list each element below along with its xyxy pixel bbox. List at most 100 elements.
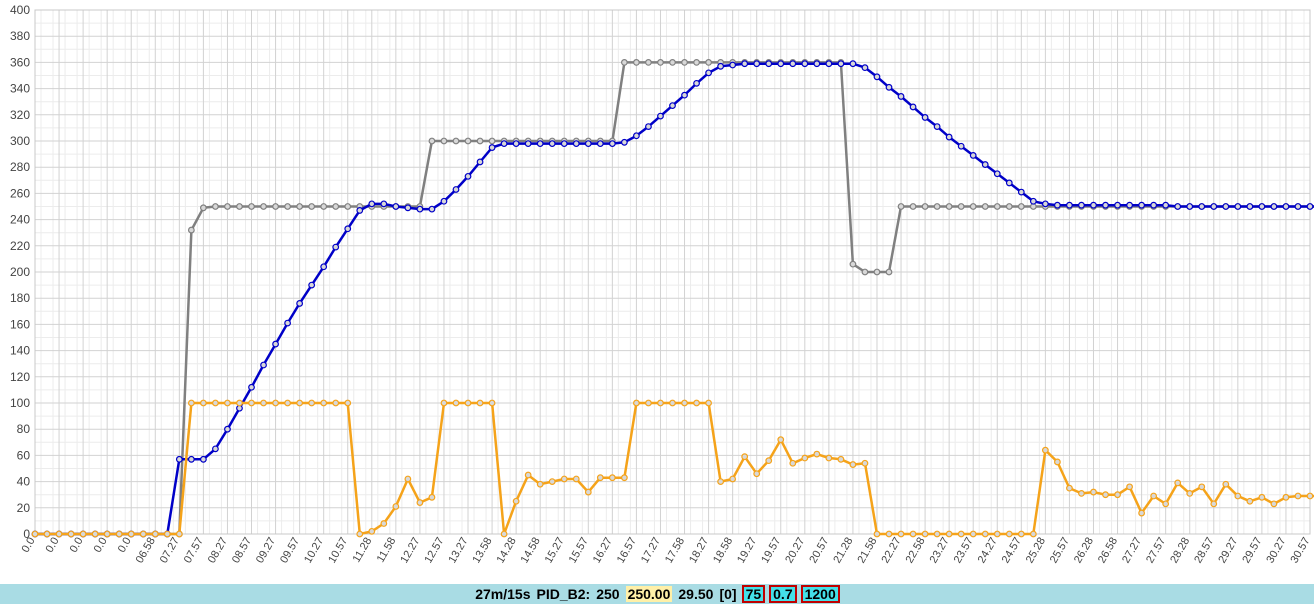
data-point <box>272 203 279 210</box>
data-point <box>548 140 556 148</box>
data-point <box>1090 201 1097 209</box>
data-point <box>1005 530 1013 538</box>
data-point <box>199 399 207 407</box>
data-point <box>885 268 893 276</box>
x-tick-label: 22.27 <box>879 536 903 566</box>
data-point <box>1174 203 1182 210</box>
data-point <box>332 243 340 251</box>
data-point <box>452 399 460 407</box>
x-tick-label: 19.57 <box>759 536 783 566</box>
data-point <box>909 103 917 111</box>
data-point <box>801 60 809 68</box>
data-point <box>404 475 412 483</box>
data-point <box>55 530 63 538</box>
data-point <box>139 530 147 538</box>
data-point <box>837 60 845 68</box>
data-point <box>897 203 905 210</box>
x-tick-label: 13.27 <box>446 536 470 566</box>
data-point <box>741 453 749 461</box>
data-point <box>332 399 340 407</box>
data-point <box>380 200 388 208</box>
data-point <box>705 69 712 77</box>
data-point <box>633 59 640 66</box>
data-point <box>524 471 532 479</box>
y-tick-label: 400 <box>10 3 30 17</box>
data-point <box>957 530 965 538</box>
data-point <box>1078 489 1085 497</box>
elapsed-time: 27m/15s <box>475 586 531 602</box>
data-point <box>693 399 700 407</box>
x-tick-label: 0.0 <box>68 536 86 555</box>
data-point <box>548 478 556 486</box>
x-tick-label: 10.57 <box>326 536 350 566</box>
data-point <box>199 455 207 463</box>
data-point <box>1114 491 1121 499</box>
data-point <box>308 203 316 210</box>
data-point <box>127 530 135 538</box>
data-point <box>789 459 797 467</box>
data-point <box>416 499 424 506</box>
x-tick-label: 08.57 <box>230 536 254 566</box>
param-p-field[interactable]: 75 <box>741 585 766 603</box>
data-point <box>1198 483 1206 491</box>
x-tick-label: 12.27 <box>398 536 422 566</box>
data-point <box>717 478 725 486</box>
data-point <box>1294 203 1302 210</box>
data-point <box>825 60 833 68</box>
x-tick-label: 17.27 <box>639 536 663 566</box>
data-point <box>620 59 628 66</box>
x-tick-label: 26.58 <box>1096 536 1120 566</box>
data-point <box>633 132 640 140</box>
data-point <box>224 203 231 210</box>
data-point <box>669 102 676 110</box>
data-point <box>729 61 737 69</box>
data-point <box>933 203 941 210</box>
x-tick-label: 20.27 <box>783 536 807 566</box>
x-tick-label: 23.27 <box>928 536 952 566</box>
data-point <box>693 59 700 66</box>
data-point <box>969 152 977 159</box>
x-tick-label: 15.27 <box>543 536 567 566</box>
x-tick-label: 07.27 <box>158 536 182 566</box>
data-point <box>476 158 484 166</box>
data-point <box>248 383 255 391</box>
data-point <box>296 399 304 407</box>
data-point <box>921 114 929 121</box>
data-point <box>705 399 712 407</box>
data-point <box>392 503 400 510</box>
data-point <box>813 60 821 68</box>
y-tick-label: 140 <box>10 344 30 358</box>
data-point <box>885 83 893 91</box>
y-tick-label: 340 <box>10 82 30 96</box>
x-tick-label: 30.27 <box>1264 536 1288 566</box>
data-point <box>909 530 917 538</box>
data-point <box>332 203 340 210</box>
data-point <box>115 530 123 538</box>
data-point <box>873 268 881 276</box>
data-point <box>163 530 171 538</box>
x-tick-label: 28.57 <box>1192 536 1216 566</box>
data-point <box>1294 492 1302 500</box>
data-point <box>657 59 664 66</box>
data-point <box>789 60 797 68</box>
y-tick-label: 220 <box>10 239 30 253</box>
param-i-field[interactable]: 0.7 <box>769 585 797 603</box>
data-point <box>669 399 676 407</box>
data-point <box>993 530 1001 538</box>
x-tick-label: 18.27 <box>687 536 711 566</box>
data-point <box>777 60 785 68</box>
data-point <box>488 399 496 407</box>
data-point <box>620 138 628 146</box>
data-point <box>1017 530 1025 538</box>
data-point <box>657 112 664 120</box>
pid-value: 250 <box>596 586 620 602</box>
data-point <box>488 137 496 145</box>
data-point <box>284 203 291 210</box>
x-tick-label: 0.0 <box>116 536 134 555</box>
data-point <box>777 436 785 444</box>
x-tick-label: 16.27 <box>591 536 615 566</box>
data-point <box>849 260 857 268</box>
data-point <box>464 172 472 180</box>
data-point <box>693 79 700 87</box>
param-d-field[interactable]: 1200 <box>800 585 840 603</box>
